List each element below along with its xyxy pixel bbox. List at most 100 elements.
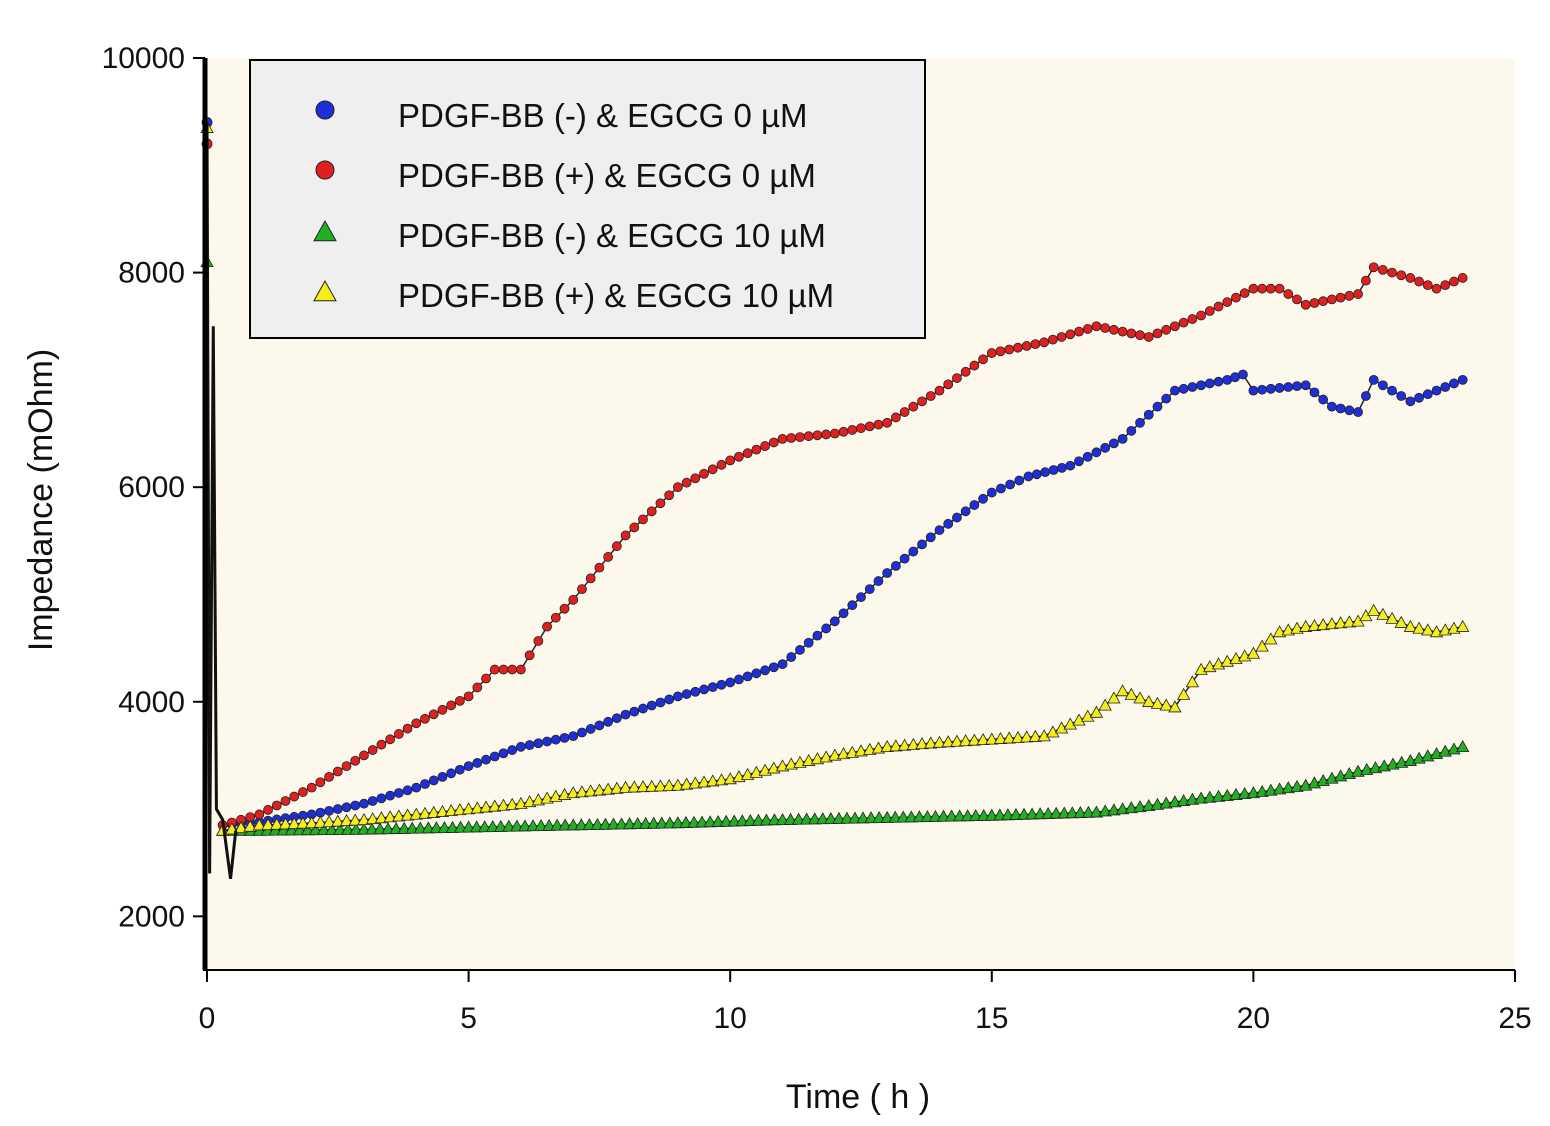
series-1-point: [1213, 376, 1224, 387]
series-1-point: [1178, 383, 1189, 394]
series-4-point: [1168, 700, 1182, 713]
series-1-point: [1457, 374, 1468, 385]
series-2-point: [585, 573, 596, 584]
series-1-point: [890, 560, 901, 571]
series-2-point: [1300, 299, 1311, 310]
series-2-point: [1422, 280, 1433, 291]
series-2-point: [638, 514, 648, 525]
series-1-point: [908, 546, 919, 557]
series-2-point: [1161, 324, 1172, 335]
series-1-point: [1143, 409, 1154, 420]
series-2-point: [306, 782, 317, 793]
series-2-point: [1344, 290, 1355, 301]
series-4-point: [296, 816, 310, 829]
series-2-point: [489, 664, 500, 675]
series-2-point: [1274, 283, 1285, 294]
series-1-point: [934, 525, 945, 535]
series-4-point: [1107, 691, 1121, 704]
series-4: [200, 120, 1470, 836]
series-2-point: [1292, 294, 1302, 305]
series-3-point: [1272, 782, 1287, 795]
series-2-point: [542, 621, 552, 632]
series-1-point: [1126, 425, 1137, 436]
series-1-point: [978, 493, 988, 504]
series-4-point: [1011, 730, 1025, 743]
x-axis-title: Time ( h ): [786, 1078, 930, 1116]
series-2: [201, 138, 1468, 831]
axes-layer: 2000 4000 6000 8000 10000 0 5 10 15 20 25: [102, 42, 1532, 1035]
series-2-point: [1387, 267, 1397, 278]
series-3-point: [1211, 789, 1226, 802]
series-2-point: [969, 360, 980, 371]
series-1-point: [716, 679, 727, 690]
series-1-point: [1031, 469, 1042, 480]
series-4-point: [610, 781, 624, 794]
series-1-point: [646, 700, 657, 711]
series-4-point: [234, 821, 248, 834]
legend-label: PDGF-BB (+) & EGCG 10 µM: [398, 277, 834, 314]
series-4-point: [1367, 603, 1381, 616]
series-3-point: [308, 823, 323, 836]
series-2-point: [925, 391, 936, 401]
series-2-point: [1457, 273, 1468, 283]
series-2-point: [1431, 283, 1442, 294]
series-3-point: [1098, 804, 1112, 817]
series-4-point: [697, 775, 711, 788]
series-1-point: [1196, 380, 1206, 391]
series-1-point: [1292, 381, 1302, 392]
series-2-point: [376, 739, 387, 750]
x-tick-label: 0: [199, 1002, 216, 1035]
series-1-point: [1318, 394, 1329, 405]
series-3-point: [1281, 781, 1295, 794]
series-2-point: [864, 421, 875, 432]
series-3-point: [1264, 783, 1278, 796]
series-2-point: [777, 433, 788, 444]
series-1-point: [603, 716, 614, 727]
x-tick-label: 20: [1237, 1002, 1270, 1035]
series-4-point: [915, 737, 929, 750]
series-1-point: [611, 713, 622, 724]
series-2-point: [315, 777, 326, 788]
series-4-point: [958, 734, 973, 747]
series-3-point: [284, 823, 299, 836]
series-1-point: [664, 694, 675, 705]
series-4-point: [1089, 705, 1104, 718]
series-1-point: [1422, 389, 1433, 400]
series-2-point: [1082, 324, 1093, 334]
series-4-point: [1325, 617, 1339, 630]
series-2-point: [943, 379, 954, 390]
series-4-point: [1307, 618, 1322, 631]
x-tick-label: 10: [714, 1002, 747, 1035]
series-1-point: [341, 802, 352, 813]
series-1-point: [803, 637, 814, 648]
series-2-point: [1265, 283, 1276, 294]
series-1-point: [516, 741, 526, 752]
series-2-point: [437, 704, 448, 715]
series-2-point: [725, 455, 736, 466]
series-1-point: [1048, 465, 1059, 475]
series-3-point: [1142, 799, 1156, 812]
series-4-point: [435, 804, 450, 817]
series-2-point: [890, 412, 901, 423]
series-1-point: [768, 662, 779, 673]
series-1-point: [1274, 383, 1285, 393]
series-1-point: [594, 720, 605, 731]
series-4-point: [906, 737, 920, 750]
series-3-point: [333, 822, 347, 835]
series-1-point: [1187, 382, 1198, 392]
series-1-point: [350, 800, 361, 811]
series-1-point: [1405, 396, 1416, 407]
series-3-point: [1185, 792, 1200, 805]
series-4-point: [339, 814, 354, 827]
series-3-point: [341, 822, 355, 835]
series-1-point: [1014, 475, 1025, 486]
series-4-point: [453, 803, 467, 816]
series-1-point: [463, 761, 474, 772]
series-2-point: [908, 401, 919, 412]
series-1-point: [1360, 391, 1371, 401]
series-1-point: [1091, 447, 1102, 458]
initial-transient: [205, 122, 238, 879]
series-4-point: [1342, 615, 1356, 628]
series-1-point: [917, 539, 927, 550]
series-1-point: [1283, 382, 1294, 392]
